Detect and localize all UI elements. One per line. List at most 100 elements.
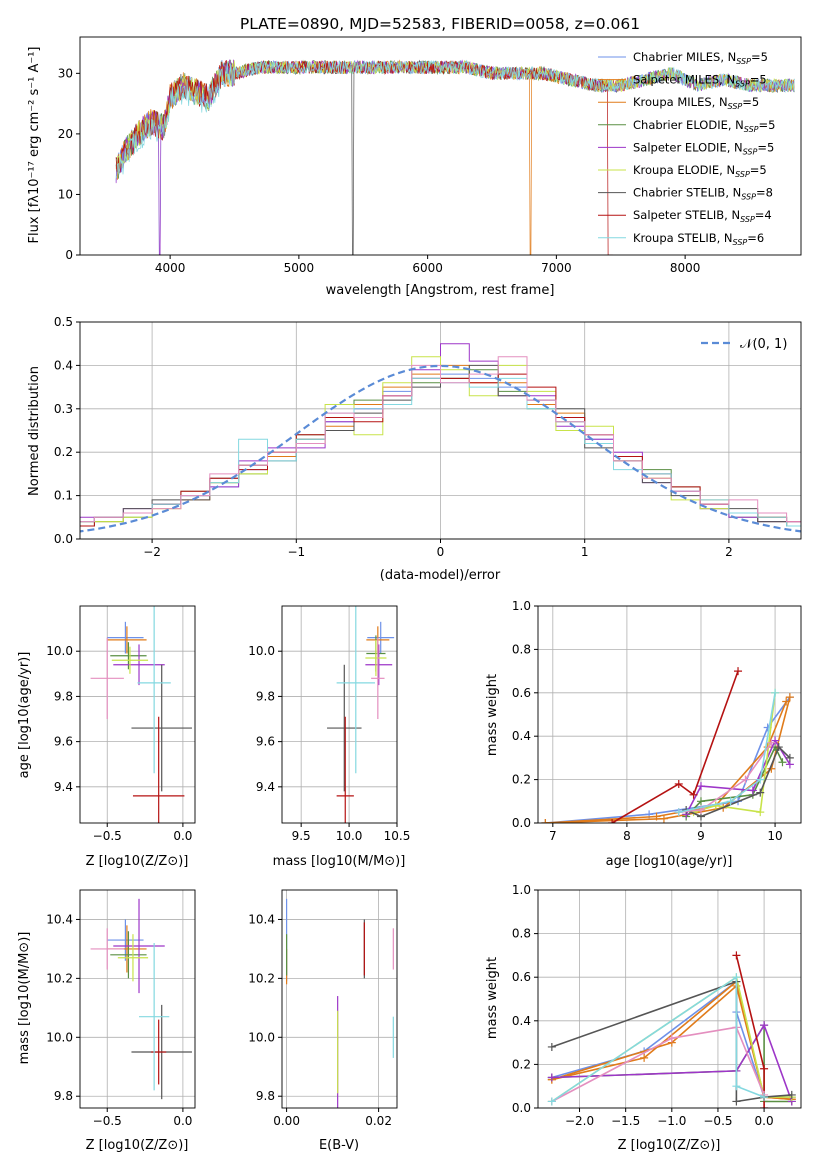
weight-series-line	[678, 742, 773, 813]
y-tick-label: 9.4	[256, 780, 275, 794]
age-vs-mass-xlabel: mass [log10(M/M⊙)]	[273, 854, 406, 869]
legend-subscript: SSP	[741, 193, 756, 202]
y-tick-label: 0.3	[54, 402, 73, 416]
legend-entry: Kroupa MILES, NSSP=5	[633, 95, 759, 111]
y-tick-label: 0	[65, 248, 73, 262]
legend-count: =5	[750, 73, 767, 87]
x-tick-label: 8000	[670, 261, 701, 275]
y-tick-label: 10.0	[46, 644, 73, 658]
legend-text: Salpeter ELODIE, N	[633, 140, 743, 154]
weight-point-marker	[756, 808, 765, 817]
y-tick-label: 10.0	[248, 644, 275, 658]
weight-point-marker	[785, 753, 794, 762]
weight-point-marker	[760, 1104, 769, 1108]
normal-curve	[80, 364, 801, 533]
legend-text: Kroupa STELIB, N	[633, 231, 733, 245]
weight-vs-metallicity-panel: −2.0 −1.5 −1.0 −0.5 0.0 0.0 0.2 0.4 0.6 0.8 1.0	[512, 883, 802, 1128]
y-tick-label: 9.6	[256, 735, 275, 749]
x-tick-label: 9	[697, 829, 705, 843]
weight-point-marker	[640, 1053, 649, 1062]
weight-point-marker	[674, 808, 683, 817]
axes-frame	[79, 36, 802, 256]
x-tick-label: 2	[725, 545, 733, 559]
legend-entry: Kroupa ELODIE, NSSP=5	[633, 163, 767, 179]
y-tick-label: 10.4	[46, 912, 73, 926]
y-tick-label: 0.0	[54, 532, 73, 546]
y-tick-label: 0.8	[512, 927, 531, 941]
y-tick-label: 10.4	[248, 912, 275, 926]
y-tick-label: 0.5	[54, 315, 73, 329]
legend-count: =8	[756, 186, 773, 200]
weight-point-marker	[696, 797, 705, 806]
y-tick-label: 10.0	[248, 1030, 275, 1044]
y-tick-label: 0.4	[54, 358, 73, 372]
weight-series-line	[545, 696, 791, 823]
x-tick-label: −2.0	[565, 1114, 594, 1128]
weight-point-marker	[674, 779, 683, 788]
legend-text: Chabrier ELODIE, N	[633, 118, 744, 132]
legend-entry: Chabrier MILES, NSSP=5	[633, 50, 768, 66]
axes-frame	[537, 605, 802, 824]
weight-point-marker	[760, 1093, 769, 1102]
axes-frame	[537, 889, 802, 1109]
age-vs-metallicity-panel: −0.5 0.0 9.4 9.6 9.8 10.0	[46, 605, 196, 843]
x-tick-label: 10.5	[384, 829, 411, 843]
weight-point-marker	[760, 1064, 769, 1073]
y-tick-label: 10	[58, 187, 73, 201]
x-tick-label: 7000	[541, 261, 572, 275]
weight-point-marker	[734, 667, 743, 676]
y-tick-label: 0.4	[512, 729, 531, 743]
legend-count: =5	[742, 95, 759, 109]
legend-text: Kroupa MILES, N	[633, 95, 728, 109]
age-vs-z-xlabel: Z [log10(Z/Z⊙)]	[86, 854, 189, 869]
weight-series-line	[545, 696, 791, 823]
legend-text: Chabrier STELIB, N	[633, 186, 741, 200]
legend-count: =5	[759, 118, 776, 132]
weight-point-marker	[741, 775, 750, 784]
y-tick-label: 9.8	[256, 689, 275, 703]
residuals-ylabel: Normed distribution	[27, 366, 42, 496]
weight-point-marker	[732, 1097, 741, 1106]
y-tick-label: 9.4	[54, 780, 73, 794]
spectrum-series-line	[115, 59, 795, 179]
x-tick-label: 4000	[155, 261, 186, 275]
normal-legend-label: 𝒩(0, 1)	[740, 337, 787, 352]
histogram-series-step	[80, 356, 801, 523]
weight-point-marker	[785, 693, 794, 702]
weight-series-line	[551, 975, 765, 1103]
weight-point-marker	[774, 743, 783, 752]
weight-point-marker	[767, 738, 776, 747]
y-tick-label: 0.2	[512, 773, 531, 787]
spectrum-xlabel: wavelength [Angstrom, rest frame]	[326, 283, 555, 298]
x-tick-label: 10	[767, 829, 782, 843]
weight-point-marker	[782, 697, 791, 706]
axes-frame	[79, 321, 802, 540]
weight-point-marker	[696, 782, 705, 791]
x-tick-label: −0.5	[703, 1114, 732, 1128]
weight-series-line	[693, 692, 776, 814]
weight-vs-z-ylabel: mass weight	[485, 957, 500, 1039]
legend-text: Salpeter MILES, N	[633, 73, 735, 87]
x-tick-label: 0.0	[755, 1114, 774, 1128]
weight-point-marker	[732, 1082, 741, 1091]
spectrum-panel: 4000 5000 6000 7000 8000 0 10 20 30	[58, 36, 802, 275]
weight-vs-age-xlabel: age [log10(age/yr)]	[606, 854, 733, 869]
y-tick-label: 1.0	[512, 599, 531, 613]
weight-series-line	[545, 701, 787, 823]
weight-series-line	[611, 670, 739, 823]
legend-subscript: SSP	[735, 170, 750, 179]
residuals-xlabel: (data-model)/error	[380, 568, 501, 583]
axes-frame	[79, 889, 196, 1109]
weight-point-marker	[732, 973, 741, 982]
legend-subscript: SSP	[744, 125, 759, 134]
x-tick-label: 6000	[412, 261, 443, 275]
legend-subscript: SSP	[736, 57, 751, 66]
residuals-panel: −2 −1 0 1 2 0.0 0.1 0.2 0.3 0.4 0.5	[54, 315, 802, 559]
legend-entry: Chabrier ELODIE, NSSP=5	[633, 118, 775, 134]
x-tick-label: −0.5	[93, 1114, 122, 1128]
legend-text: Salpeter STELIB, N	[633, 208, 740, 222]
spectrum-ylabel: Flux [fλ10⁻¹⁷ erg cm⁻² s⁻¹ A⁻¹]	[27, 47, 42, 244]
weight-point-marker	[541, 819, 550, 823]
